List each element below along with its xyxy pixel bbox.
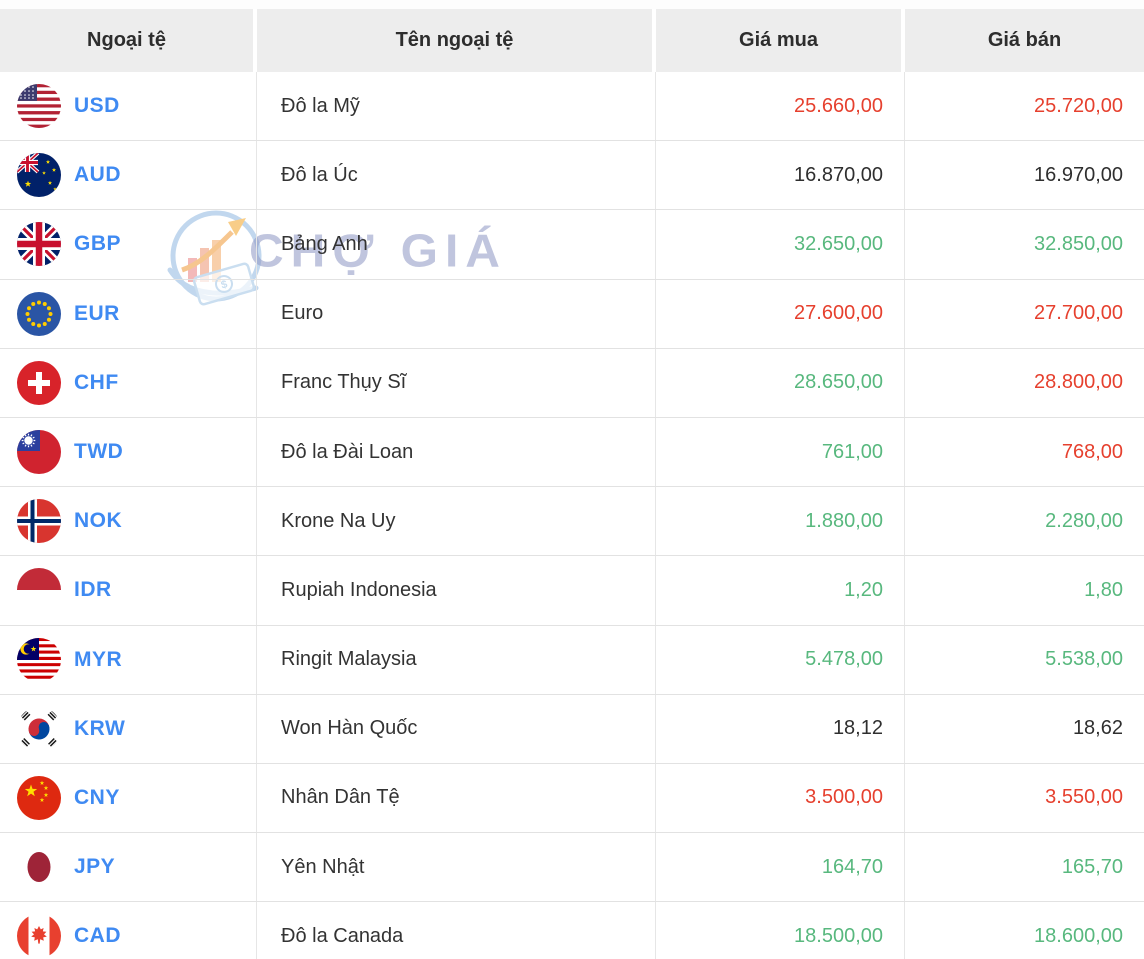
table-row: GBP Bảng Anh 32.650,00 32.850,00 [0,210,1144,280]
currency-cell: CHF [0,348,257,417]
currency-name: Nhân Dân Tệ [281,786,400,809]
buy-price: 16.870,00 [794,163,883,186]
buy-price: 5.478,00 [805,648,883,671]
sell-price: 16.970,00 [1034,163,1123,186]
currency-cell: JPY [0,833,257,902]
currency-cell: CNY [0,763,257,833]
table-row: IDR Rupiah Indonesia 1,20 1,80 [0,556,1144,626]
buy-price: 27.600,00 [794,302,883,325]
currency-cell: KRW [0,694,257,763]
myr-flag-icon [17,637,61,682]
buy-price: 32.650,00 [794,232,883,255]
nok-flag-icon [17,499,61,544]
sell-price: 165,70 [1061,855,1123,878]
sell-price: 28.800,00 [1034,371,1123,394]
table-row: TWD Đô la Đài Loan 761,00 768,00 [0,417,1144,488]
currency-name: Đô la Úc [281,163,358,186]
top-strip [0,0,1144,9]
sell-price: 1,80 [1084,578,1123,601]
table-row: JPY Yên Nhật 164,70 165,70 [0,833,1144,903]
currency-code-link[interactable]: CAD [74,924,121,948]
header-currency-name: Tên ngoại tệ [257,9,656,72]
cny-flag-icon [17,775,61,820]
sell-price: 18.600,00 [1034,924,1123,947]
sell-price: 18,62 [1072,717,1123,740]
currency-cell: TWD [0,417,257,487]
currency-code-link[interactable]: NOK [74,509,123,533]
aud-flag-icon [17,153,61,198]
currency-name: Đô la Đài Loan [281,440,414,463]
currency-cell: USD [0,72,257,141]
currency-code-link[interactable]: CHF [74,370,119,394]
currency-name: Bảng Anh [281,232,368,255]
buy-price: 28.650,00 [794,371,883,394]
buy-price: 18,12 [832,717,883,740]
currency-cell: MYR [0,625,257,694]
currency-name: Rupiah Indonesia [281,578,437,601]
twd-flag-icon [17,430,61,475]
eur-flag-icon [17,291,61,336]
gbp-flag-icon [17,222,61,267]
buy-price: 1,20 [844,578,883,601]
chf-flag-icon [17,360,61,405]
currency-name: Ringit Malaysia [281,648,417,671]
currency-name: Franc Thụy Sĩ [281,371,407,394]
currency-name: Won Hàn Quốc [281,717,418,740]
sell-price: 25.720,00 [1034,94,1123,117]
table-row: USD Đô la Mỹ 25.660,00 25.720,00 [0,72,1144,142]
table-row: NOK Krone Na Uy 1.880,00 2.280,00 [0,487,1144,557]
jpy-flag-icon [17,845,61,889]
currency-cell: EUR [0,279,257,348]
currency-cell: GBP [0,210,257,279]
sell-price: 3.550,00 [1045,786,1123,809]
sell-price: 5.538,00 [1045,648,1123,671]
currency-name: Euro [281,302,324,325]
currency-name: Đô la Mỹ [281,94,360,117]
buy-price: 18.500,00 [794,924,883,947]
buy-price: 25.660,00 [794,94,883,117]
currency-code-link[interactable]: EUR [74,301,120,325]
header-sell-price: Giá bán [905,9,1144,72]
header-currency: Ngoại tệ [0,9,257,72]
sell-price: 768,00 [1061,440,1123,463]
currency-name: Krone Na Uy [281,509,396,532]
table-row: CHF Franc Thụy Sĩ 28.650,00 28.800,00 [0,348,1144,418]
currency-code-link[interactable]: MYR [74,647,123,671]
currency-cell: AUD [0,141,257,210]
currency-code-link[interactable]: USD [74,94,120,118]
currency-code-link[interactable]: KRW [74,716,126,740]
table-header: Ngoại tệ Tên ngoại tệ Giá mua Giá bán [0,9,1144,72]
sell-price: 32.850,00 [1034,232,1123,255]
currency-cell: CAD [0,902,257,959]
table-row: KRW Won Hàn Quốc 18,12 18,62 [0,694,1144,764]
table-body: USD Đô la Mỹ 25.660,00 25.720,00 AUD Đô … [0,72,1144,959]
table-row: MYR Ringit Malaysia 5.478,00 5.538,00 [0,625,1144,695]
header-buy-price: Giá mua [656,9,905,72]
currency-cell: IDR [0,556,257,625]
currency-code-link[interactable]: GBP [74,232,122,256]
sell-price: 2.280,00 [1045,509,1123,532]
usd-flag-icon [17,84,61,129]
buy-price: 164,70 [821,855,883,878]
currency-code-link[interactable]: TWD [74,440,124,464]
currency-name: Yên Nhật [281,855,365,878]
currency-code-link[interactable]: JPY [74,855,116,879]
currency-cell: NOK [0,487,257,556]
krw-flag-icon [17,706,61,751]
sell-price: 27.700,00 [1034,302,1123,325]
buy-price: 761,00 [821,440,883,463]
currency-code-link[interactable]: IDR [74,578,112,602]
table-row: AUD Đô la Úc 16.870,00 16.970,00 [0,141,1144,211]
currency-code-link[interactable]: CNY [74,785,120,809]
idr-flag-icon [17,568,61,613]
currency-name: Đô la Canada [281,924,404,947]
table-row: CNY Nhân Dân Tệ 3.500,00 3.550,00 [0,763,1144,834]
table-row: CAD Đô la Canada 18.500,00 18.600,00 [0,902,1144,959]
buy-price: 1.880,00 [805,509,883,532]
buy-price: 3.500,00 [805,786,883,809]
cad-flag-icon [17,914,61,959]
table-row: EUR Euro 27.600,00 27.700,00 [0,279,1144,349]
currency-code-link[interactable]: AUD [74,163,121,187]
